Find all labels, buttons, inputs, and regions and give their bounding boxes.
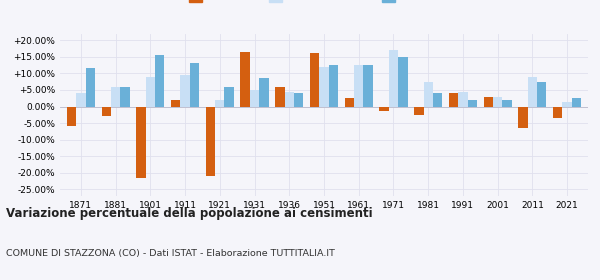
Bar [449,93,458,106]
Bar [354,65,364,106]
Legend: Stazzona, Provincia di CO, Lombardia: Stazzona, Provincia di CO, Lombardia [185,0,463,7]
Bar [398,57,407,106]
Bar [502,100,512,106]
Bar [190,64,199,106]
Bar [310,53,319,106]
Bar [364,65,373,106]
Bar [518,106,528,128]
Bar [493,97,502,106]
Bar [241,52,250,106]
Bar [484,97,493,106]
Bar [275,87,284,106]
Bar [553,106,562,118]
Bar [458,92,467,106]
Bar [86,68,95,106]
Bar [329,65,338,106]
Bar [206,106,215,176]
Bar [224,87,234,106]
Bar [250,90,259,106]
Bar [120,87,130,106]
Bar [67,106,76,126]
Bar [101,106,111,116]
Bar [155,55,164,106]
Bar [111,87,120,106]
Bar [537,82,547,106]
Bar [389,50,398,106]
Bar [319,67,329,106]
Bar [424,82,433,106]
Bar [146,77,155,106]
Bar [344,98,354,106]
Text: Variazione percentuale della popolazione ai censimenti: Variazione percentuale della popolazione… [6,207,373,220]
Bar [562,102,572,106]
Bar [76,93,86,106]
Bar [294,93,304,106]
Bar [259,78,269,106]
Bar [414,106,424,115]
Bar [528,77,537,106]
Bar [215,100,224,106]
Bar [433,93,442,106]
Bar [284,92,294,106]
Bar [467,100,477,106]
Bar [181,75,190,106]
Bar [171,100,181,106]
Bar [136,106,146,178]
Bar [379,106,389,111]
Text: COMUNE DI STAZZONA (CO) - Dati ISTAT - Elaborazione TUTTITALIA.IT: COMUNE DI STAZZONA (CO) - Dati ISTAT - E… [6,249,335,258]
Bar [572,98,581,106]
